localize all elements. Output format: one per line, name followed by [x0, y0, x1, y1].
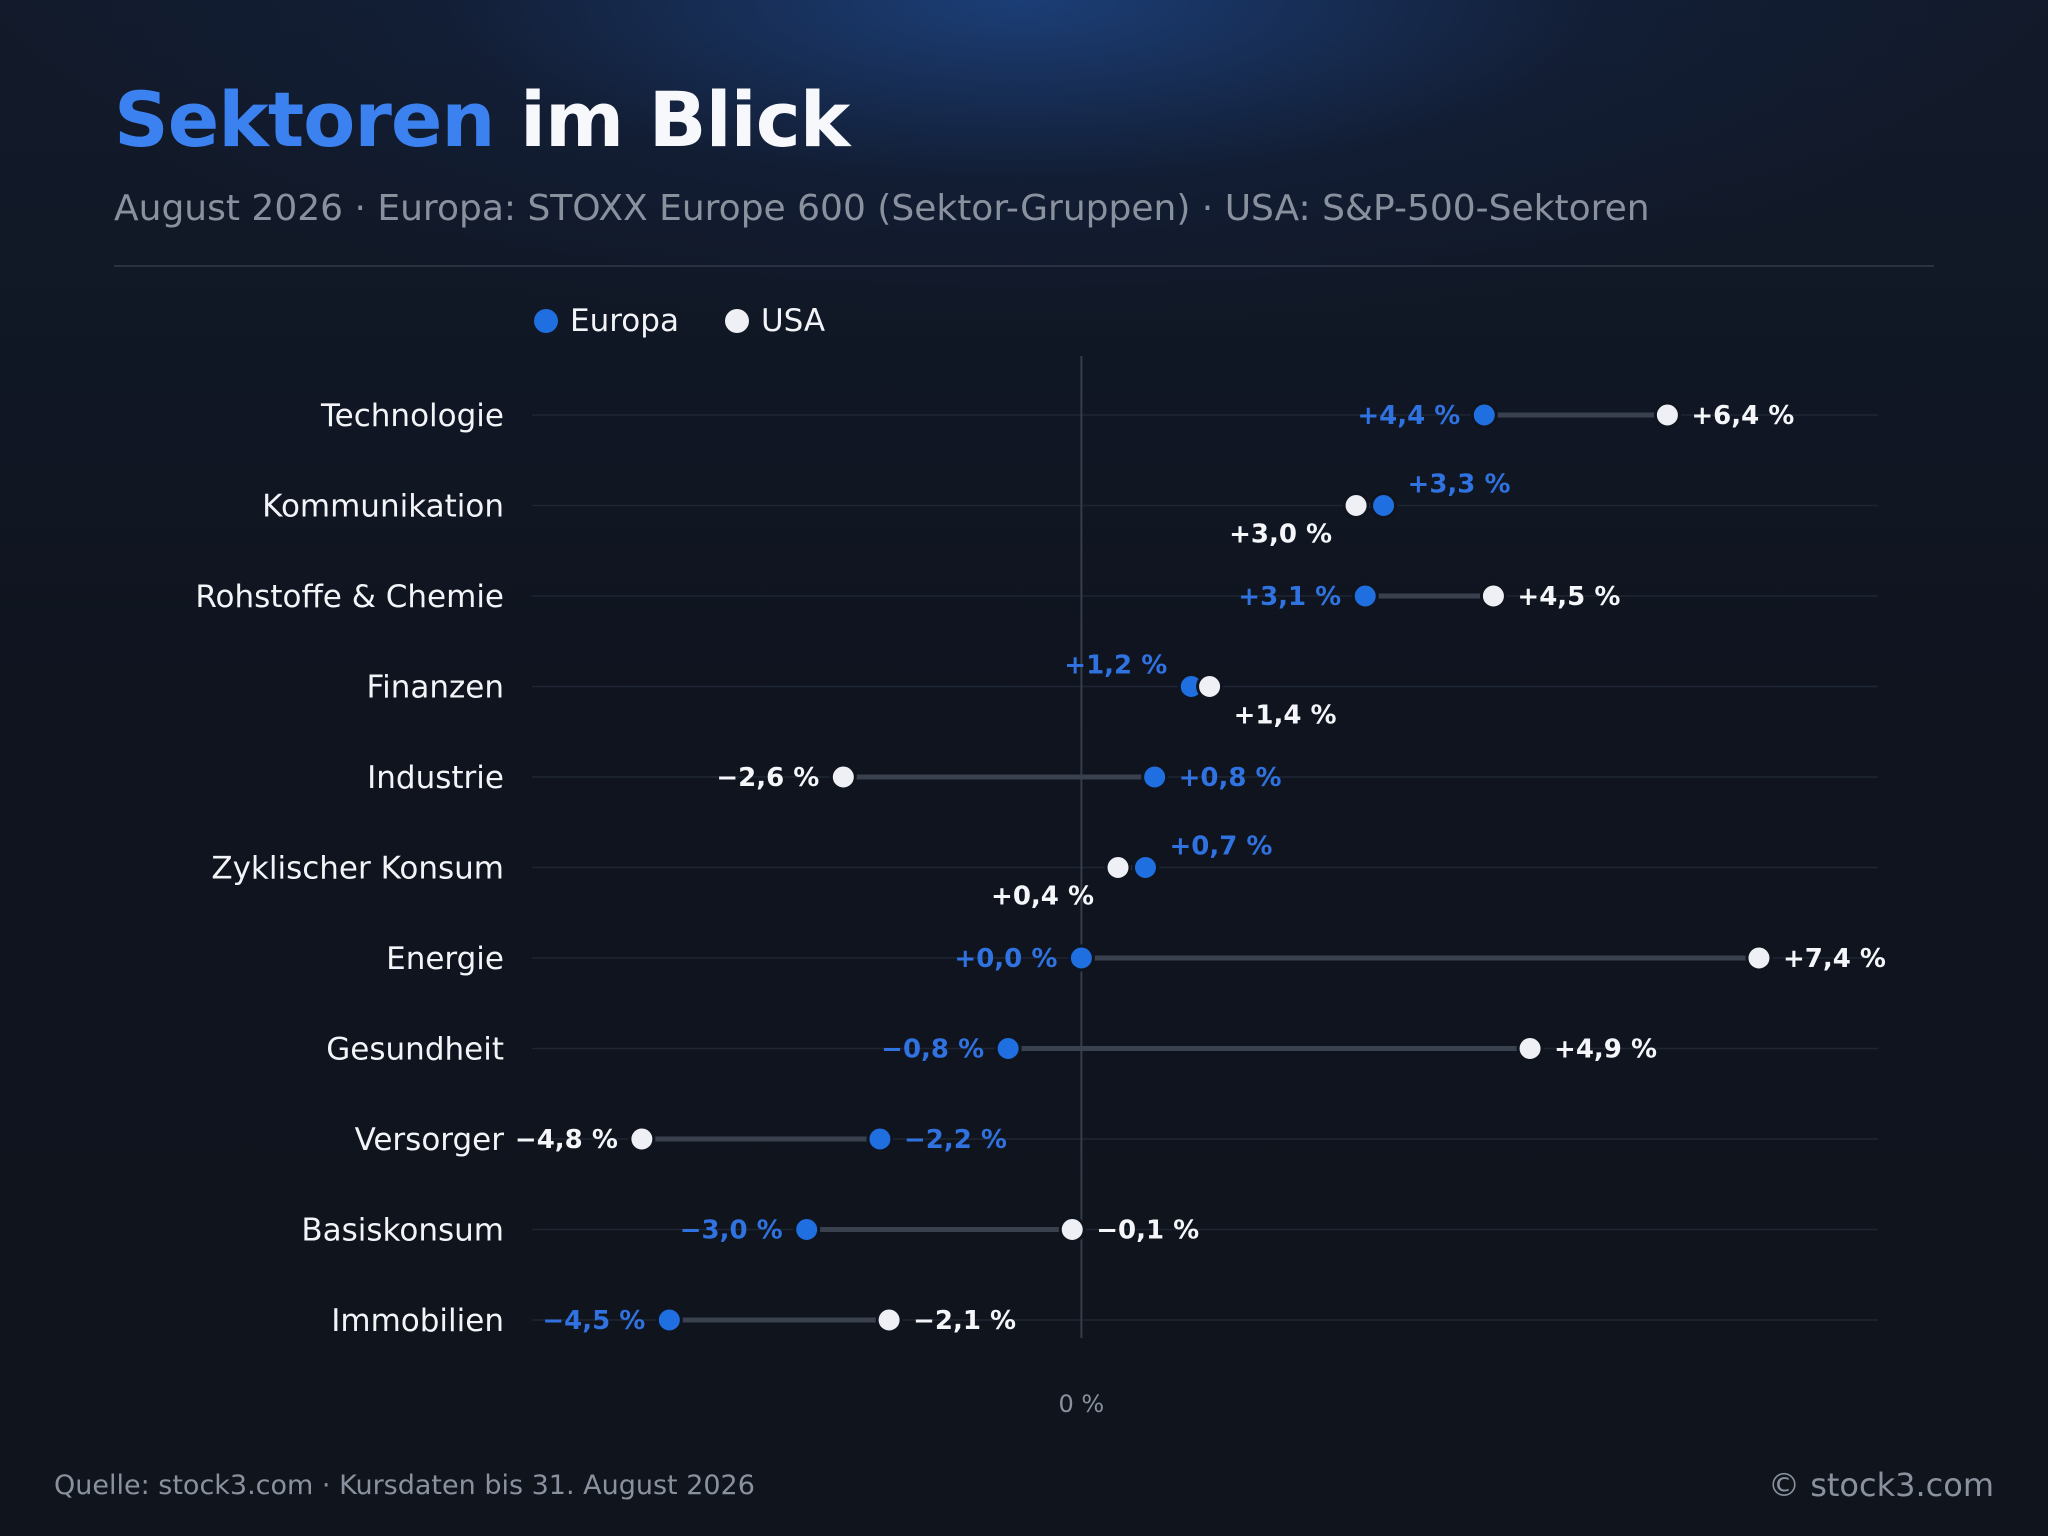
europa-value-label: +1,2 % [1064, 651, 1167, 681]
title-accent: Sektoren [114, 75, 495, 164]
category-label: Zyklischer Konsum [211, 851, 504, 887]
usa-dot [1516, 1035, 1544, 1062]
page-title: Sektoren im Blick [114, 75, 850, 164]
usa-value-label: +0,4 % [991, 882, 1094, 912]
legend-label-europa: Europa [570, 303, 679, 339]
title-rest: im Blick [494, 75, 850, 164]
chart-legend: Europa USA [534, 303, 871, 339]
usa-value-label: +4,5 % [1517, 582, 1620, 612]
usa-dot [1653, 401, 1681, 429]
europa-value-label: −2,2 % [904, 1125, 1007, 1155]
usa-value-label: −0,1 % [1096, 1216, 1199, 1246]
category-label: Basiskonsum [301, 1213, 504, 1249]
europa-dot [793, 1216, 821, 1243]
legend-dot-usa [724, 309, 749, 333]
category-label: Energie [386, 941, 504, 977]
europa-value-label: +3,3 % [1408, 470, 1511, 500]
usa-value-label: −2,6 % [716, 763, 819, 793]
europa-dot [994, 1035, 1022, 1062]
europa-dot [1141, 763, 1169, 791]
europa-value-label: +0,7 % [1169, 832, 1272, 862]
usa-value-label: −2,1 % [913, 1306, 1016, 1336]
footer-brand: © stock3.com [1768, 1466, 1994, 1504]
category-label: Immobilien [331, 1303, 504, 1339]
europa-value-label: +4,4 % [1357, 401, 1460, 431]
legend-item-usa: USA [724, 303, 826, 339]
usa-dot [1058, 1216, 1086, 1243]
europa-value-label: +3,1 % [1238, 582, 1341, 612]
legend-dot-europa [534, 309, 558, 333]
usa-dot [875, 1306, 903, 1334]
usa-dot [1479, 582, 1507, 610]
europa-dot [655, 1306, 683, 1334]
usa-value-label: +3,0 % [1229, 520, 1332, 550]
europa-value-label: −3,0 % [680, 1216, 783, 1246]
category-label: Versorger [355, 1122, 505, 1158]
europa-dot [1067, 944, 1095, 972]
category-label: Industrie [367, 760, 504, 796]
europa-value-label: −0,8 % [881, 1035, 984, 1065]
category-label: Gesundheit [326, 1032, 504, 1068]
europa-dot [866, 1125, 894, 1153]
usa-value-label: +7,4 % [1783, 944, 1886, 974]
category-label: Rohstoffe & Chemie [195, 579, 504, 615]
legend-label-usa: USA [760, 303, 826, 339]
category-label: Kommunikation [262, 489, 504, 525]
legend-item-europa: Europa [534, 303, 679, 339]
header-divider [114, 265, 1934, 267]
usa-dot [1196, 673, 1224, 700]
category-label: Finanzen [367, 670, 504, 706]
usa-value-label: +4,9 % [1554, 1035, 1657, 1065]
europa-value-label: +0,0 % [954, 944, 1057, 974]
category-label: Technologie [320, 398, 504, 434]
zero-axis-label: 0 % [1059, 1390, 1105, 1418]
usa-dot [1104, 854, 1132, 881]
europa-dot [1370, 492, 1398, 519]
europa-dot [1351, 582, 1379, 610]
usa-dot [829, 763, 857, 791]
europa-value-label: −4,5 % [542, 1306, 645, 1336]
europa-dot [1131, 854, 1159, 881]
footer-source: Quelle: stock3.com · Kursdaten bis 31. A… [54, 1470, 755, 1501]
usa-value-label: +1,4 % [1234, 701, 1337, 731]
usa-value-label: +6,4 % [1691, 401, 1794, 431]
europa-dot [1470, 401, 1498, 429]
usa-dot [1342, 492, 1370, 519]
usa-dot [628, 1125, 656, 1153]
usa-value-label: −4,8 % [515, 1125, 618, 1155]
usa-dot [1745, 944, 1773, 972]
page-subtitle: August 2026 · Europa: STOXX Europe 600 (… [114, 188, 1650, 229]
europa-value-label: +0,8 % [1179, 763, 1282, 793]
